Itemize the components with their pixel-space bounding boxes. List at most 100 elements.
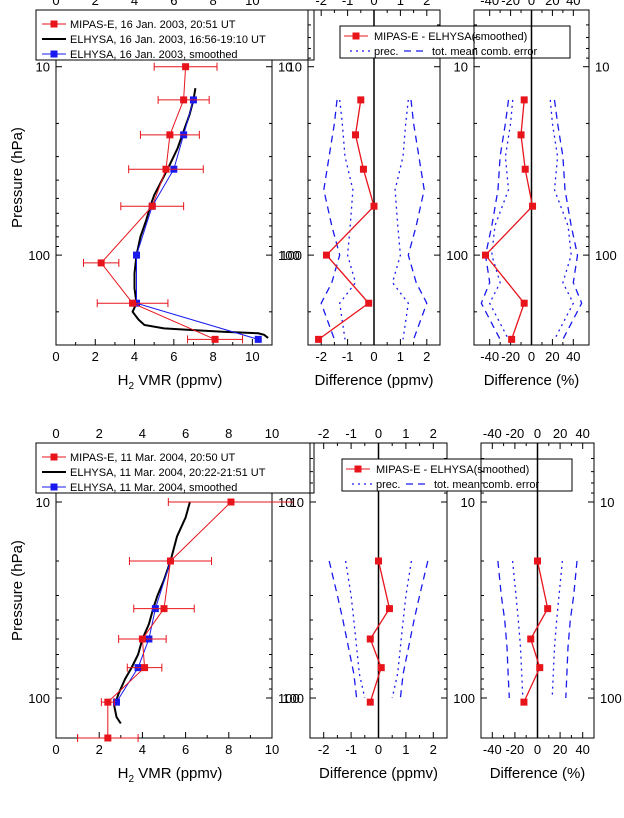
y-tick-label: 10 [288,60,302,75]
x-tick-label-top: 4 [131,0,138,8]
legend: MIPAS-E, 16 Jan. 2003, 20:51 UT ELHYSA, 1… [35,9,315,61]
x-axis-title: Difference (%) [484,372,580,389]
x-tick-label: -40 [480,349,499,364]
mipas-marker [138,635,146,643]
x-tick-label: 6 [182,742,189,757]
x-tick-label: 0 [528,349,535,364]
x-tick-label: 2 [423,349,430,364]
difference-marker [536,664,544,672]
legend-entry: MIPAS-E - ELHYSA(smoothed) [376,464,529,476]
difference-marker [352,131,360,139]
x-tick-label: 20 [553,742,567,757]
x-tick-label-top: 40 [566,0,580,8]
legend-marker [50,453,58,461]
x-tick-label: -1 [345,742,357,757]
x-tick-label-top: 0 [52,0,59,8]
precision-line [511,560,524,699]
legend-entry: MIPAS-E, 16 Jan. 2003, 20:51 UT [70,19,236,31]
legend-entry: ELHYSA, 16 Jan. 2003, smoothed [70,49,238,61]
x-tick-label-top: -20 [506,426,525,441]
x-tick-label-top: -40 [483,426,502,441]
mipas-line [100,66,216,340]
x-tick-label-top: 40 [575,426,589,441]
elhysa-line [113,501,191,725]
smoothed-marker [133,251,141,259]
y-tick-label: 10 [454,60,468,75]
x-tick-label: -20 [506,742,525,757]
difference-marker [527,635,535,643]
x-tick-label-top: 20 [553,426,567,441]
difference-marker [370,202,378,210]
x-tick-label: 4 [131,349,138,364]
x-tick-label: 4 [139,742,146,757]
difference-marker [529,202,537,210]
x-tick-label-top: 4 [139,426,146,441]
difference-marker [544,605,552,613]
x-tick-label: 2 [92,349,99,364]
x-tick-label: -40 [483,742,502,757]
y-tick-label: 100 [280,248,302,263]
difference-marker [385,605,393,613]
smoothed-marker [112,698,120,706]
y-tick-label: 10 [290,495,304,510]
x-tick-label: 0 [52,349,59,364]
legend: MIPAS-E, 11 Mar. 2004, 20:50 UT ELHYSA, 1… [35,442,315,494]
mipas-marker [211,335,219,343]
legend-box [35,9,315,61]
legend-marker [352,32,360,40]
precision-line [391,560,413,699]
x-axis-title: Difference (%) [490,765,586,782]
legend: MIPAS-E - ELHYSA(smoothed) prec. tot. mean… [339,25,571,59]
difference-marker [534,557,541,565]
mipas-marker [104,698,112,706]
x-tick-label: 10 [245,349,259,364]
x-tick-label: 1 [402,742,409,757]
precision-line [551,560,564,699]
x-tick-label-top: 8 [209,0,216,8]
x-tick-label: 1 [397,349,404,364]
legend-box [341,458,573,492]
x-tick-label-top: -2 [318,426,330,441]
x-axis-title: H2 VMR (ppmv) [118,765,223,785]
y-tick-label-right: 100 [600,691,622,706]
legend-marker [50,483,58,491]
x-tick-label-top: -1 [342,0,354,8]
difference-marker [520,96,528,104]
difference-marker [377,664,385,672]
mipas-marker [180,96,188,104]
difference-marker [366,698,374,706]
x-tick-label-top: -40 [480,0,499,8]
legend-entry: ELHYSA, 16 Jan. 2003, 16:56-19:10 UT [70,34,266,46]
legend-entry: MIPAS-E, 11 Mar. 2004, 20:50 UT [70,452,236,464]
y-tick-label: 10 [461,495,475,510]
x-tick-label-top: 1 [402,426,409,441]
difference-marker [365,299,373,307]
x-tick-label-top: 10 [245,0,259,8]
mipas-marker [141,664,149,672]
y-axis-title: Pressure (hPa) [9,127,26,228]
percent-difference-panel-2: -40 -40 -20 -20 0 0 20 20 40 40 10 10 100 100 Differen… [453,426,621,782]
x-tick-label: 0 [375,742,382,757]
legend-entry: MIPAS-E - ELHYSA(smoothed) [374,31,527,43]
mipas-marker [162,165,170,173]
x-axis-title: H2 VMR (ppmv) [118,372,223,392]
legend-entry: prec. [376,479,400,491]
total-error-line [497,560,510,699]
legend-entry: tot. mean comb. error [432,46,537,58]
x-tick-label-top: 0 [370,0,377,8]
legend-marker [50,20,58,28]
y-tick-label-right: 100 [278,248,300,263]
total-error-line [399,560,429,699]
y-tick-label-right: 10 [600,495,614,510]
difference-marker [521,165,529,173]
legend-entry: prec. [374,46,398,58]
y-tick-label: 100 [28,691,50,706]
total-error-line [328,560,358,699]
y-axis-title: Pressure (hPa) [9,540,26,641]
difference-marker [517,131,525,139]
x-tick-label-top: 0 [52,426,59,441]
mipas-marker [104,734,112,742]
